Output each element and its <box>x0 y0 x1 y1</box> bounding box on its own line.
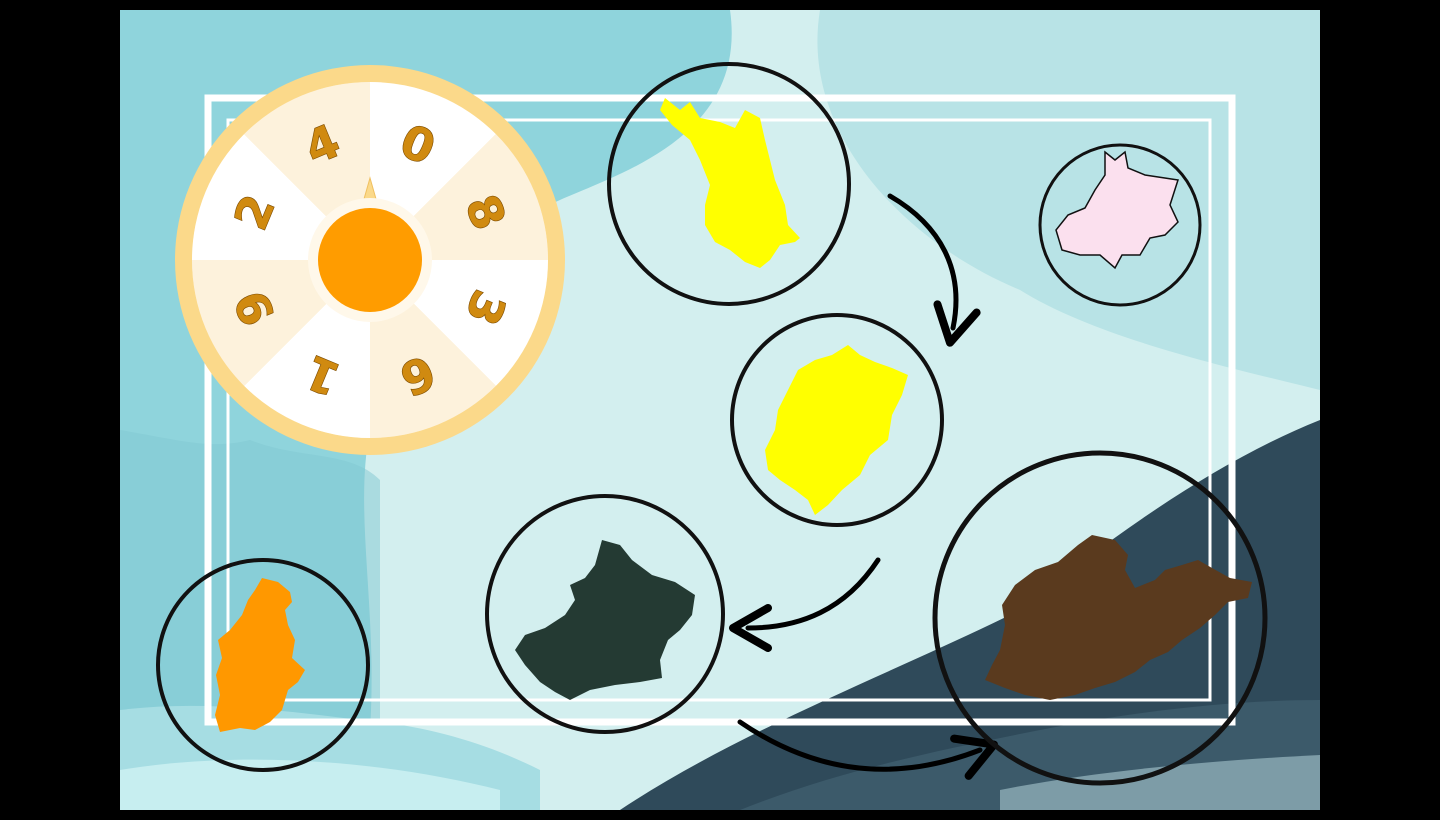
circle-dark-green[interactable] <box>485 494 725 734</box>
circle-yellow-middle[interactable] <box>730 313 944 527</box>
path-arrows <box>729 193 998 780</box>
board-frame <box>204 94 1236 726</box>
wheel-number: 0 <box>393 113 443 175</box>
region-circles <box>156 62 1268 786</box>
region-orange-shape[interactable] <box>215 578 305 732</box>
region-yellow-middle-shape[interactable] <box>765 345 908 515</box>
wheel-hub[interactable] <box>318 208 422 312</box>
arrow-3 <box>737 719 998 780</box>
circle-orange[interactable] <box>156 558 370 772</box>
arrow-1 <box>887 193 981 347</box>
region-pink-shape[interactable] <box>1055 150 1179 270</box>
circle-pink[interactable] <box>1038 143 1202 307</box>
region-dark-green-shape[interactable] <box>515 540 695 700</box>
circle-brown[interactable] <box>932 450 1268 786</box>
region-yellow-top-shape[interactable] <box>660 98 800 268</box>
arrow-2 <box>729 557 881 652</box>
region-brown-shape[interactable] <box>985 535 1252 700</box>
circle-yellow-top[interactable] <box>607 62 851 306</box>
